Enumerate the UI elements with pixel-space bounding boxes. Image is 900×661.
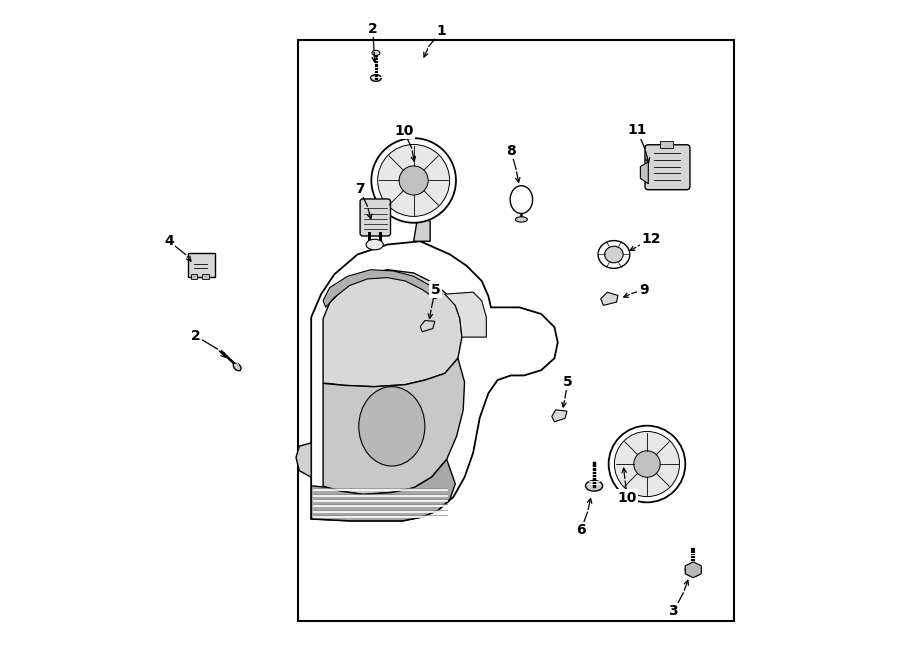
Text: 12: 12 xyxy=(641,232,661,247)
Ellipse shape xyxy=(605,247,623,262)
Polygon shape xyxy=(445,292,486,337)
Polygon shape xyxy=(600,292,618,305)
Ellipse shape xyxy=(516,217,527,222)
Ellipse shape xyxy=(372,50,380,56)
Bar xyxy=(298,40,734,621)
Polygon shape xyxy=(414,217,430,241)
Text: 11: 11 xyxy=(627,123,647,137)
Ellipse shape xyxy=(359,387,425,466)
Circle shape xyxy=(399,166,428,195)
Text: 10: 10 xyxy=(394,124,413,138)
Text: 8: 8 xyxy=(506,143,516,158)
Polygon shape xyxy=(323,270,442,307)
Polygon shape xyxy=(641,162,648,184)
Ellipse shape xyxy=(510,186,533,214)
Circle shape xyxy=(372,138,456,223)
Circle shape xyxy=(378,145,450,216)
FancyBboxPatch shape xyxy=(360,199,391,236)
Polygon shape xyxy=(311,459,455,521)
FancyBboxPatch shape xyxy=(645,145,690,190)
Ellipse shape xyxy=(371,75,382,81)
Polygon shape xyxy=(323,270,462,387)
FancyBboxPatch shape xyxy=(187,253,215,277)
Text: 5: 5 xyxy=(430,282,440,297)
Bar xyxy=(191,274,197,279)
Polygon shape xyxy=(323,358,464,494)
Text: 4: 4 xyxy=(164,234,174,249)
Text: 5: 5 xyxy=(562,375,572,389)
Bar xyxy=(661,141,673,148)
Text: 2: 2 xyxy=(368,22,377,36)
Text: 3: 3 xyxy=(669,604,679,619)
Polygon shape xyxy=(552,410,567,422)
Text: 2: 2 xyxy=(191,329,201,343)
Bar xyxy=(202,274,209,279)
Polygon shape xyxy=(296,443,311,477)
Text: 7: 7 xyxy=(355,182,365,196)
Ellipse shape xyxy=(233,363,241,371)
Ellipse shape xyxy=(366,239,383,250)
Text: 9: 9 xyxy=(639,282,649,297)
Polygon shape xyxy=(420,321,435,332)
Text: 10: 10 xyxy=(617,490,637,505)
Circle shape xyxy=(615,432,680,496)
Polygon shape xyxy=(685,562,701,578)
Ellipse shape xyxy=(685,563,701,576)
Circle shape xyxy=(634,451,661,477)
Polygon shape xyxy=(311,241,558,521)
Ellipse shape xyxy=(586,481,603,491)
Ellipse shape xyxy=(598,241,630,268)
Text: 1: 1 xyxy=(436,24,446,38)
Text: 6: 6 xyxy=(576,523,586,537)
Circle shape xyxy=(608,426,685,502)
